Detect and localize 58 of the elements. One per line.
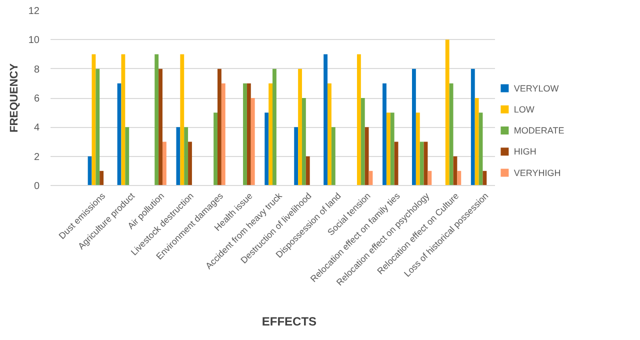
- bar: [294, 127, 298, 186]
- bar: [470, 68, 475, 186]
- y-tick-label: 10: [28, 35, 40, 46]
- y-tick-label: 6: [34, 94, 40, 104]
- y-axis-title: FREQUENCY: [8, 62, 20, 133]
- bar: [184, 127, 188, 186]
- bar: [386, 112, 390, 186]
- bar: [121, 54, 126, 186]
- y-tick-label: 4: [34, 122, 40, 134]
- y-tick-label: 8: [34, 64, 40, 76]
- bar: [162, 142, 166, 186]
- y-tick-label: 0: [34, 181, 40, 192]
- bar: [96, 68, 100, 186]
- bar: [298, 68, 302, 186]
- bar: [449, 83, 454, 186]
- legend-label: LOW: [514, 104, 535, 114]
- bar: [125, 127, 130, 186]
- bar: [382, 83, 386, 186]
- bar: [158, 68, 162, 186]
- bar: [221, 83, 226, 186]
- bar: [474, 98, 479, 186]
- bar: [482, 170, 487, 186]
- bar: [420, 142, 424, 186]
- bar: [246, 83, 251, 186]
- bar: [457, 170, 462, 186]
- bar: [243, 83, 247, 186]
- bar: [180, 54, 184, 186]
- bar: [88, 156, 92, 186]
- bar: [214, 112, 218, 186]
- bar: [250, 98, 255, 186]
- bar: [364, 127, 369, 186]
- bar: [272, 68, 276, 186]
- bar: [331, 127, 336, 186]
- bar: [154, 54, 159, 186]
- legend-label: VERYHIGH: [514, 168, 561, 178]
- bar: [176, 127, 180, 186]
- bar: [390, 112, 394, 186]
- bar: [416, 112, 420, 186]
- bar: [264, 112, 269, 186]
- bar: [188, 142, 192, 186]
- bar: [360, 98, 365, 186]
- y-tick-label: 2: [34, 152, 40, 163]
- y-tick-label: 12: [28, 6, 40, 17]
- bar: [428, 170, 432, 186]
- bar: [324, 54, 328, 186]
- bar: [268, 83, 273, 186]
- bar: [306, 156, 310, 186]
- bar: [445, 40, 450, 186]
- x-axis-title: EFFECTS: [262, 314, 317, 329]
- bar: [328, 83, 332, 186]
- bar: [412, 68, 416, 186]
- bar: [356, 54, 361, 186]
- bar: [100, 170, 104, 186]
- legend-label: MODERATE: [514, 126, 564, 136]
- bar: [302, 98, 306, 186]
- bar: [218, 68, 222, 186]
- legend-label: HIGH: [514, 146, 536, 157]
- legend-label: VERYLOW: [514, 83, 560, 94]
